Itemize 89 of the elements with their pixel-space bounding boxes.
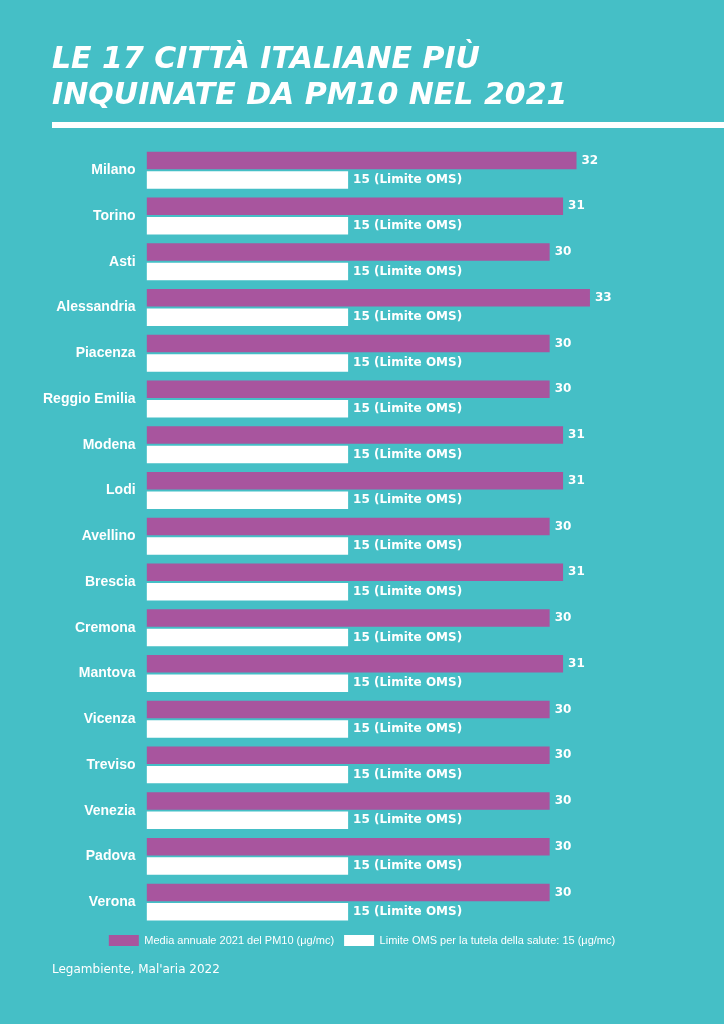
data-label: 30: [554, 793, 572, 808]
bar: [146, 216, 349, 235]
data-label: 30: [554, 838, 572, 853]
bar: [146, 903, 349, 921]
bar: [146, 609, 550, 627]
bar: [146, 563, 564, 581]
data-label: 30: [554, 381, 572, 396]
bar: [146, 197, 564, 216]
bar: [146, 857, 349, 875]
data-label: 30: [554, 747, 572, 762]
data-label: 15 (Limite OMS): [353, 858, 463, 873]
data-label: 15 (Limite OMS): [353, 309, 463, 324]
bar: [146, 471, 564, 490]
bar: [146, 380, 550, 398]
data-label: 30: [554, 610, 572, 625]
y-tick-label: Reggio Emilia: [42, 389, 136, 406]
y-tick-label: Treviso: [86, 755, 136, 772]
bar: [146, 654, 564, 673]
bar: [146, 151, 577, 170]
y-tick-label: Mantova: [78, 664, 136, 681]
data-label: 31: [568, 427, 585, 442]
text: Legambiente, Mal'aria 2022: [52, 962, 221, 976]
y-tick-label: Milano: [91, 161, 136, 178]
bar: [146, 517, 550, 536]
data-label: 30: [554, 884, 572, 899]
data-label: 30: [554, 701, 572, 716]
data-label: 15 (Limite OMS): [353, 400, 463, 415]
bar: [146, 720, 349, 738]
legend-label: Media annuale 2021 del PM10 (μg/mc): [144, 933, 335, 946]
y-tick-label: Torino: [93, 206, 136, 223]
bar: [146, 582, 349, 601]
data-label: 31: [568, 472, 585, 487]
data-label: 15 (Limite OMS): [353, 172, 463, 187]
data-label: 15 (Limite OMS): [353, 583, 463, 598]
bar: [146, 746, 550, 764]
data-label: 15 (Limite OMS): [353, 675, 463, 690]
bar: [146, 262, 349, 281]
bar: [146, 308, 349, 326]
data-label: 15 (Limite OMS): [353, 355, 463, 370]
y-tick-label: Lodi: [106, 481, 136, 498]
bar: [146, 811, 349, 830]
y-tick-label: Avellino: [81, 527, 136, 544]
legend-label: Limite OMS per la tutela della salute: 15 (μg/mc): [379, 933, 616, 946]
bar: [146, 334, 550, 353]
data-label: 15 (Limite OMS): [353, 812, 463, 827]
data-label: 31: [568, 564, 585, 579]
bar: [146, 674, 349, 692]
y-tick-label: Vicenza: [83, 710, 136, 727]
data-label: 15 (Limite OMS): [353, 903, 463, 918]
bar: [146, 700, 550, 719]
data-label: 32: [581, 152, 599, 167]
bar: [146, 837, 550, 856]
bar: [146, 289, 590, 307]
data-label: 15 (Limite OMS): [353, 766, 463, 781]
bar: [146, 354, 349, 372]
y-tick-label: Padova: [85, 847, 136, 864]
data-label: 15 (Limite OMS): [353, 263, 463, 278]
y-tick-label: Modena: [82, 435, 136, 452]
data-label: 15 (Limite OMS): [353, 492, 463, 507]
y-tick-label: Asti: [109, 252, 136, 269]
bar: [146, 171, 349, 189]
bar: [146, 243, 550, 261]
bar: [146, 792, 550, 810]
bar: [146, 883, 550, 902]
data-label: 31: [568, 198, 585, 213]
bar: [146, 628, 349, 647]
data-label: 15 (Limite OMS): [353, 538, 463, 553]
data-label: 15 (Limite OMS): [353, 629, 463, 644]
data-label: 15 (Limite OMS): [353, 446, 463, 461]
y-tick-label: Brescia: [84, 572, 136, 589]
bar: [146, 491, 349, 509]
bar: [146, 445, 349, 464]
data-label: 15 (Limite OMS): [353, 217, 463, 232]
y-tick-label: Alessandria: [56, 298, 136, 315]
bar: [146, 765, 349, 784]
bar: [146, 399, 349, 418]
y-tick-label: Venezia: [84, 801, 136, 818]
y-tick-label: Cremona: [74, 618, 136, 635]
data-label: 31: [568, 655, 585, 670]
y-tick-label: Piacenza: [75, 344, 136, 361]
data-label: 30: [554, 518, 572, 533]
y-tick-label: Verona: [88, 892, 136, 909]
data-label: 30: [554, 335, 572, 350]
data-label: 33: [594, 289, 612, 304]
chart-title: LE 17 CITTÀ ITALIANE PIÙ INQUINATE DA PM10 NEL 2021: [52, 40, 569, 112]
bar: [146, 426, 564, 444]
data-label: 30: [554, 244, 572, 259]
data-label: 15 (Limite OMS): [353, 721, 463, 736]
bar: [146, 537, 349, 555]
